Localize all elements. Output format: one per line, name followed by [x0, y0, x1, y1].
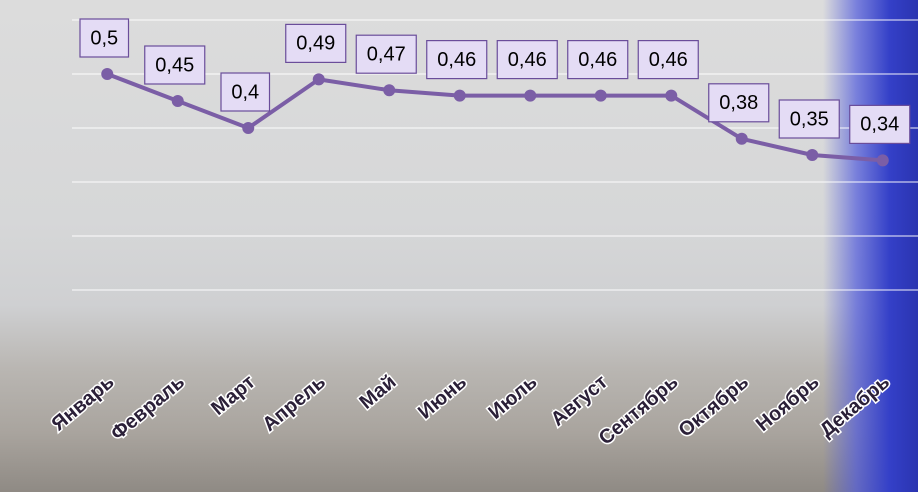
- x-tick-label: Ноябрь: [752, 371, 824, 436]
- data-label: 0,47: [367, 43, 406, 65]
- marker: [313, 73, 325, 85]
- x-tick-label: Август: [547, 371, 612, 431]
- marker: [101, 68, 113, 80]
- data-label: 0,34: [860, 114, 899, 136]
- data-label: 0,38: [719, 92, 758, 114]
- data-label: 0,5: [90, 27, 118, 49]
- x-tick-label: Июнь: [414, 371, 471, 424]
- data-label: 0,49: [296, 33, 335, 55]
- marker: [383, 84, 395, 96]
- chart: 0,5 0,45 0,4 0,49 0,47 0,46 0,46 0,46 0,46 0,38 0,…: [0, 0, 918, 492]
- marker: [877, 154, 889, 166]
- marker: [806, 149, 818, 161]
- x-tick-label: Апрель: [258, 371, 329, 436]
- marker: [242, 122, 254, 134]
- marker: [665, 90, 677, 102]
- data-label: 0,46: [508, 49, 547, 71]
- x-tick-label: Январь: [48, 371, 119, 435]
- data-label: 0,35: [790, 108, 829, 130]
- data-label: 0,46: [649, 49, 688, 71]
- x-tick-label: Июль: [484, 371, 541, 424]
- data-label: 0,45: [155, 54, 194, 76]
- x-tick-label: Декабрь: [816, 371, 894, 442]
- marker: [595, 90, 607, 102]
- slide: 0,5 0,45 0,4 0,49 0,47 0,46 0,46 0,46 0,46 0,38 0,…: [0, 0, 918, 492]
- x-tick-label: Сентябрь: [595, 371, 683, 450]
- marker: [736, 133, 748, 145]
- data-label: 0,46: [578, 49, 617, 71]
- x-tick-label: Март: [207, 371, 259, 420]
- x-tick-label: Май: [355, 371, 400, 414]
- x-tick-label: Февраль: [107, 371, 189, 445]
- x-tick-label: Октябрь: [675, 371, 753, 442]
- data-label: 0,4: [231, 81, 259, 103]
- data-label: 0,46: [437, 49, 476, 71]
- marker: [524, 90, 536, 102]
- marker: [172, 95, 184, 107]
- marker: [454, 90, 466, 102]
